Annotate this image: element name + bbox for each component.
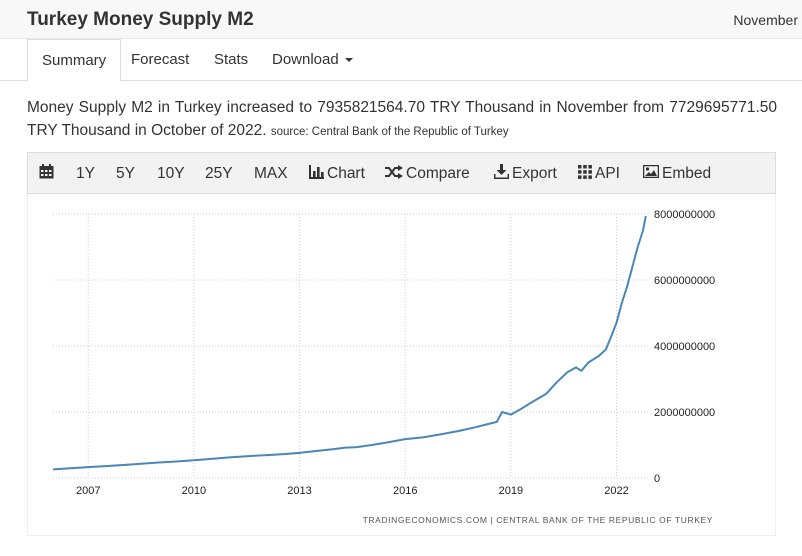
x-tick-label: 2010 [182,485,206,497]
chart-type-label: Chart [327,165,365,182]
compare-button[interactable]: Compare [385,153,470,195]
embed-label: Embed [662,165,712,182]
x-tick-label: 2019 [499,485,523,497]
calendar-icon [39,164,54,179]
export-label: Export [512,165,557,182]
tab-forecast[interactable]: Forecast [117,39,203,81]
compare-label: Compare [406,165,470,182]
description-text: Money Supply M2 in Turkey increased to 7… [27,99,777,139]
summary-description: Money Supply M2 in Turkey increased to 7… [27,96,777,144]
chart-toolbar: 1Y 5Y 10Y 25Y MAX Chart Compare Export [27,152,776,194]
embed-button[interactable]: Embed [642,153,712,195]
y-tick-label: 0 [654,473,660,485]
image-icon [642,165,660,179]
calendar-button[interactable] [39,153,57,195]
download-icon [493,164,510,180]
chart-footer-note: TRADINGECONOMICS.COM | CENTRAL BANK OF T… [362,515,713,525]
tab-forecast-label: Forecast [131,51,190,68]
x-tick-label: 2022 [604,485,628,497]
y-tick-label: 2000000000 [654,407,715,419]
tab-summary[interactable]: Summary [27,39,122,82]
tab-download[interactable]: Download [258,39,367,81]
range-5y-button[interactable]: 5Y [116,165,135,182]
api-button[interactable]: API [578,153,620,195]
tab-summary-label: Summary [42,52,107,69]
y-tick-label: 4000000000 [654,341,715,353]
chart-container: 0 2000000000 4000000000 6000000000 800000000… [27,194,776,536]
x-tick-label: 2013 [287,485,311,497]
page-header: Turkey Money Supply M2 November [0,0,802,39]
page-title: Turkey Money Supply M2 [27,9,254,30]
range-1y-button[interactable]: 1Y [76,165,95,182]
caret-down-icon [344,58,353,63]
description-source: source: Central Bank of the Republic of … [270,126,509,138]
tab-stats-label: Stats [214,51,249,68]
tab-stats[interactable]: Stats [200,39,262,81]
x-tick-label: 2016 [393,485,417,497]
range-max-button[interactable]: MAX [254,165,288,182]
range-10y-button[interactable]: 10Y [157,165,185,182]
y-tick-label: 8000000000 [654,209,715,221]
money-supply-chart: 0 2000000000 4000000000 6000000000 800000000… [52,209,715,497]
series-line [52,215,647,471]
tab-download-label: Download [272,51,339,68]
export-button[interactable]: Export [493,153,557,195]
tab-bar: Summary Forecast Stats Download [0,39,802,82]
grid-icon [578,164,592,179]
x-tick-label: 2007 [76,485,100,497]
y-tick-label: 6000000000 [654,275,715,287]
range-25y-button[interactable]: 25Y [205,165,233,182]
chart-type-button[interactable]: Chart [309,153,365,195]
bar-chart-icon [309,164,324,179]
api-label: API [595,165,620,182]
header-month: November [733,12,798,28]
shuffle-icon [385,164,403,179]
